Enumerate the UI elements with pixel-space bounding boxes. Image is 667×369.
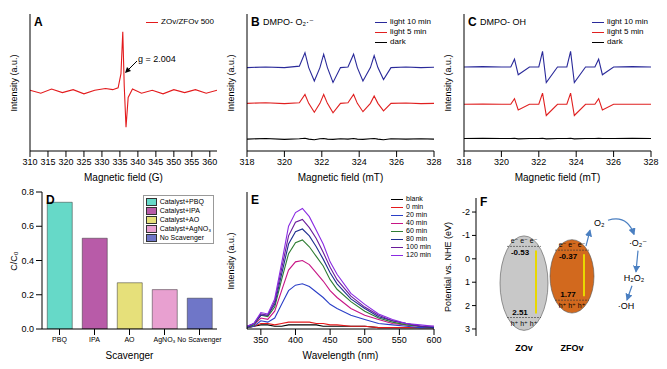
svg-text:Potential vs. NHE (eV): Potential vs. NHE (eV) (443, 222, 453, 312)
svg-text:H₂O₂: H₂O₂ (624, 273, 645, 283)
svg-text:No Scavenger: No Scavenger (177, 336, 222, 344)
svg-text:335: 335 (112, 157, 127, 167)
svg-text:320: 320 (277, 157, 292, 167)
html-text:g = 2.004: g = 2.004 (138, 54, 176, 64)
svg-text:e⁻ e⁻ e⁻: e⁻ e⁻ e⁻ (559, 241, 586, 248)
svg-text:2: 2 (465, 301, 470, 311)
svg-text:h⁺ h⁺ h⁺: h⁺ h⁺ h⁺ (511, 320, 538, 327)
svg-text:3: 3 (465, 324, 470, 334)
svg-text:310: 310 (22, 157, 37, 167)
html-text:A: A (34, 15, 43, 29)
html-text:Catalyst+AO: Catalyst+AO (159, 216, 200, 223)
svg-text:Magnetic field (G): Magnetic field (G) (84, 172, 163, 183)
svg-text:·OH: ·OH (618, 301, 635, 311)
html-text:120 min: 120 min (406, 251, 431, 258)
svg-text:F: F (480, 195, 487, 209)
svg-text:315: 315 (40, 157, 55, 167)
svg-text:e⁻ e⁻ e⁻: e⁻ e⁻ e⁻ (511, 237, 538, 244)
svg-text:0.6: 0.6 (21, 221, 34, 231)
html-text:Catalyst+AgNO₃: Catalyst+AgNO₃ (159, 225, 211, 232)
svg-text:Magnetic field (mT): Magnetic field (mT) (298, 172, 384, 183)
html-text:ZOv/ZFOv 500: ZOv/ZFOv 500 (161, 17, 214, 26)
html-text:C/C₀: C/C₀ (9, 250, 19, 271)
html-text:C DMPO- OH: C DMPO- OH (468, 15, 526, 29)
svg-text:-0.37: -0.37 (559, 252, 578, 261)
html-text:100 min: 100 min (406, 243, 431, 250)
svg-text:0.2: 0.2 (21, 290, 34, 300)
svg-text:ZOv: ZOv (515, 343, 533, 353)
html-text:dark: dark (390, 37, 406, 46)
svg-text:AgNO₃: AgNO₃ (154, 336, 176, 344)
svg-text:400: 400 (288, 335, 303, 345)
html-text:60 min: 60 min (406, 227, 428, 234)
svg-text:324: 324 (569, 157, 584, 167)
svg-text:1.77: 1.77 (560, 290, 576, 299)
svg-text:AO: AO (124, 336, 135, 343)
svg-text:550: 550 (392, 335, 407, 345)
html-text:Intensity (a.u.): Intensity (a.u.) (226, 232, 236, 289)
svg-text:322: 322 (531, 157, 546, 167)
svg-text:325: 325 (76, 157, 91, 167)
html-text:No Scavenger: No Scavenger (159, 234, 205, 241)
svg-text:328: 328 (426, 157, 441, 167)
svg-text:500: 500 (357, 335, 372, 345)
svg-text:-1: -1 (462, 230, 470, 240)
svg-text:320: 320 (494, 157, 509, 167)
html-text:light 5 min: light 5 min (390, 27, 427, 36)
svg-text:0.4: 0.4 (21, 256, 34, 266)
svg-text:320: 320 (58, 157, 73, 167)
html-text:Intensity (a.u.): Intensity (a.u.) (9, 54, 19, 111)
svg-text:0: 0 (465, 254, 470, 264)
svg-text:0.0: 0.0 (21, 324, 34, 334)
svg-text:330: 330 (94, 157, 109, 167)
html-text:20 min: 20 min (406, 211, 428, 218)
html-text:0 min: 0 min (406, 203, 424, 210)
svg-text:345: 345 (148, 157, 163, 167)
svg-text:Scavenger: Scavenger (106, 350, 154, 361)
html-text:Catalyst+IPA: Catalyst+IPA (159, 207, 200, 214)
html-text:blank: blank (406, 195, 423, 202)
html-text:40 min: 40 min (406, 219, 428, 226)
svg-text:450: 450 (323, 335, 338, 345)
svg-text:360: 360 (202, 157, 217, 167)
html-text:Intensity (a.u.): Intensity (a.u.) (226, 54, 236, 111)
svg-text:·O₂⁻: ·O₂⁻ (629, 238, 647, 248)
svg-text:340: 340 (130, 157, 145, 167)
svg-text:Magnetic field (mT): Magnetic field (mT) (515, 172, 601, 183)
html-text:80 min: 80 min (406, 235, 428, 242)
svg-text:350: 350 (166, 157, 181, 167)
svg-text:O₂: O₂ (594, 218, 605, 228)
svg-text:328: 328 (643, 157, 658, 167)
html-text:D: D (46, 193, 55, 207)
svg-text:Wavelength (nm): Wavelength (nm) (303, 350, 379, 361)
svg-text:2.51: 2.51 (512, 308, 528, 317)
svg-text:-2: -2 (462, 207, 470, 217)
html-text:light 5 min: light 5 min (607, 27, 644, 36)
svg-text:ZFOv: ZFOv (560, 343, 583, 353)
svg-text:-0.53: -0.53 (511, 248, 530, 257)
html-text:E: E (251, 193, 259, 207)
svg-text:1: 1 (465, 277, 470, 287)
svg-text:IPA: IPA (89, 336, 100, 343)
svg-text:600: 600 (426, 335, 441, 345)
svg-text:322: 322 (314, 157, 329, 167)
svg-text:324: 324 (352, 157, 367, 167)
svg-text:326: 326 (606, 157, 621, 167)
svg-text:318: 318 (456, 157, 471, 167)
svg-text:0.8: 0.8 (21, 187, 34, 197)
html-text:dark: dark (607, 37, 623, 46)
html-text:Intensity (a.u.): Intensity (a.u.) (443, 54, 453, 111)
html-text:B DMPO- O₂·⁻: B DMPO- O₂·⁻ (251, 15, 314, 29)
html-text:light 10 min: light 10 min (607, 17, 648, 26)
svg-text:350: 350 (253, 335, 268, 345)
svg-text:355: 355 (184, 157, 199, 167)
svg-text:318: 318 (239, 157, 254, 167)
svg-text:PBQ: PBQ (52, 336, 67, 344)
svg-text:h⁺ h⁺ h⁺: h⁺ h⁺ h⁺ (559, 302, 586, 309)
svg-text:326: 326 (389, 157, 404, 167)
html-text:Catalyst+PBQ: Catalyst+PBQ (159, 198, 204, 205)
html-text:light 10 min: light 10 min (390, 17, 431, 26)
